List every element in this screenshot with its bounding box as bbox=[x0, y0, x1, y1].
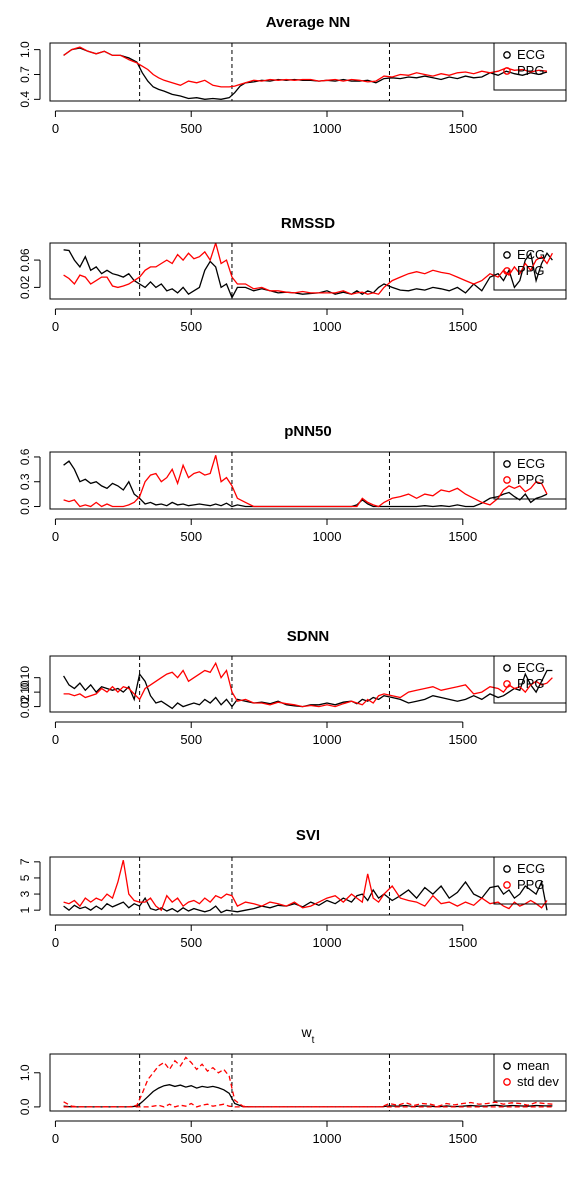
x-tick-label: 1500 bbox=[448, 529, 477, 544]
legend-label: mean bbox=[517, 1058, 550, 1073]
panel-title: SVI bbox=[296, 827, 320, 844]
x-tick-label: 1500 bbox=[448, 1131, 477, 1146]
legend-marker bbox=[504, 882, 510, 888]
y-tick-label: 5 bbox=[18, 874, 32, 881]
legend-label: PPG bbox=[517, 877, 544, 892]
panel-title: RMSSD bbox=[281, 215, 335, 232]
x-tick-label: 1500 bbox=[448, 732, 477, 747]
y-tick-label: 0.0 bbox=[18, 1098, 32, 1115]
legend-marker bbox=[504, 665, 510, 671]
x-tick-label: 0 bbox=[52, 529, 59, 544]
y-tick-label: 1.0 bbox=[18, 1064, 32, 1081]
x-tick-label: 0 bbox=[52, 732, 59, 747]
legend-marker bbox=[504, 461, 510, 467]
panel-title: wt bbox=[301, 1024, 315, 1046]
legend-label: PPG bbox=[517, 63, 544, 78]
series-line-ecg bbox=[64, 671, 553, 709]
y-tick-label: 1.0 bbox=[18, 41, 32, 58]
legend-marker bbox=[504, 866, 510, 872]
x-tick-label: 1500 bbox=[448, 319, 477, 334]
y-tick-label: 0.10 bbox=[18, 666, 32, 690]
plot-frame bbox=[50, 1054, 566, 1111]
x-tick-label: 500 bbox=[180, 935, 202, 950]
y-tick-label: 0.7 bbox=[18, 66, 32, 83]
x-tick-label: 1000 bbox=[313, 121, 342, 136]
series-line-ecg bbox=[64, 882, 547, 913]
x-tick-label: 0 bbox=[52, 935, 59, 950]
y-tick-label: 0.6 bbox=[18, 448, 32, 465]
legend-marker bbox=[504, 52, 510, 58]
legend-marker bbox=[504, 1079, 510, 1085]
plot-frame bbox=[50, 656, 566, 712]
x-tick-label: 1000 bbox=[313, 935, 342, 950]
y-tick-label: 0.3 bbox=[18, 473, 32, 490]
legend-label: ECG bbox=[517, 47, 545, 62]
y-tick-label: 3 bbox=[18, 890, 32, 897]
series-line-ppg bbox=[64, 860, 547, 910]
legend-label: ECG bbox=[517, 247, 545, 262]
x-tick-label: 500 bbox=[180, 529, 202, 544]
y-tick-label: 0.4 bbox=[18, 91, 32, 108]
panel-title-sub: t bbox=[312, 1035, 315, 1046]
panel-title: Average NN bbox=[266, 14, 350, 31]
y-tick-label: 0.06 bbox=[18, 248, 32, 272]
legend-label: ECG bbox=[517, 660, 545, 675]
y-tick-label: 1 bbox=[18, 907, 32, 914]
series-line-std-dev bbox=[64, 1057, 553, 1107]
legend-marker bbox=[504, 681, 510, 687]
x-tick-label: 1000 bbox=[313, 319, 342, 334]
legend-label: PPG bbox=[517, 263, 544, 278]
legend-label: ECG bbox=[517, 861, 545, 876]
series-line-ecg bbox=[64, 250, 553, 298]
x-tick-label: 500 bbox=[180, 319, 202, 334]
y-tick-label: 7 bbox=[18, 858, 32, 865]
series-line-ppg bbox=[64, 243, 553, 294]
y-tick-label: 0.02 bbox=[18, 275, 32, 299]
x-tick-label: 1000 bbox=[313, 732, 342, 747]
plot-frame bbox=[50, 243, 566, 299]
x-tick-label: 500 bbox=[180, 732, 202, 747]
x-tick-label: 1000 bbox=[313, 1131, 342, 1146]
panel-title: SDNN bbox=[287, 628, 330, 645]
legend-label: ECG bbox=[517, 456, 545, 471]
legend-marker bbox=[504, 477, 510, 483]
x-tick-label: 0 bbox=[52, 121, 59, 136]
legend-label: std dev bbox=[517, 1074, 559, 1089]
legend-marker bbox=[504, 1063, 510, 1069]
x-tick-label: 1000 bbox=[313, 529, 342, 544]
y-tick-label: 0.0 bbox=[18, 498, 32, 515]
x-tick-label: 0 bbox=[52, 319, 59, 334]
x-tick-label: 0 bbox=[52, 1131, 59, 1146]
panel-title: pNN50 bbox=[284, 423, 332, 440]
x-tick-label: 500 bbox=[180, 1131, 202, 1146]
series-line-ppg bbox=[64, 455, 547, 506]
x-tick-label: 500 bbox=[180, 121, 202, 136]
legend-marker bbox=[504, 252, 510, 258]
panel-0: Average NN 0 500 1000 1500 0.4 0.7 1.0 ECGPPG bbox=[18, 14, 566, 136]
legend-label: PPG bbox=[517, 472, 544, 487]
x-tick-label: 1500 bbox=[448, 121, 477, 136]
x-tick-label: 1500 bbox=[448, 935, 477, 950]
legend-label: PPG bbox=[517, 676, 544, 691]
plot-frame bbox=[50, 452, 566, 509]
